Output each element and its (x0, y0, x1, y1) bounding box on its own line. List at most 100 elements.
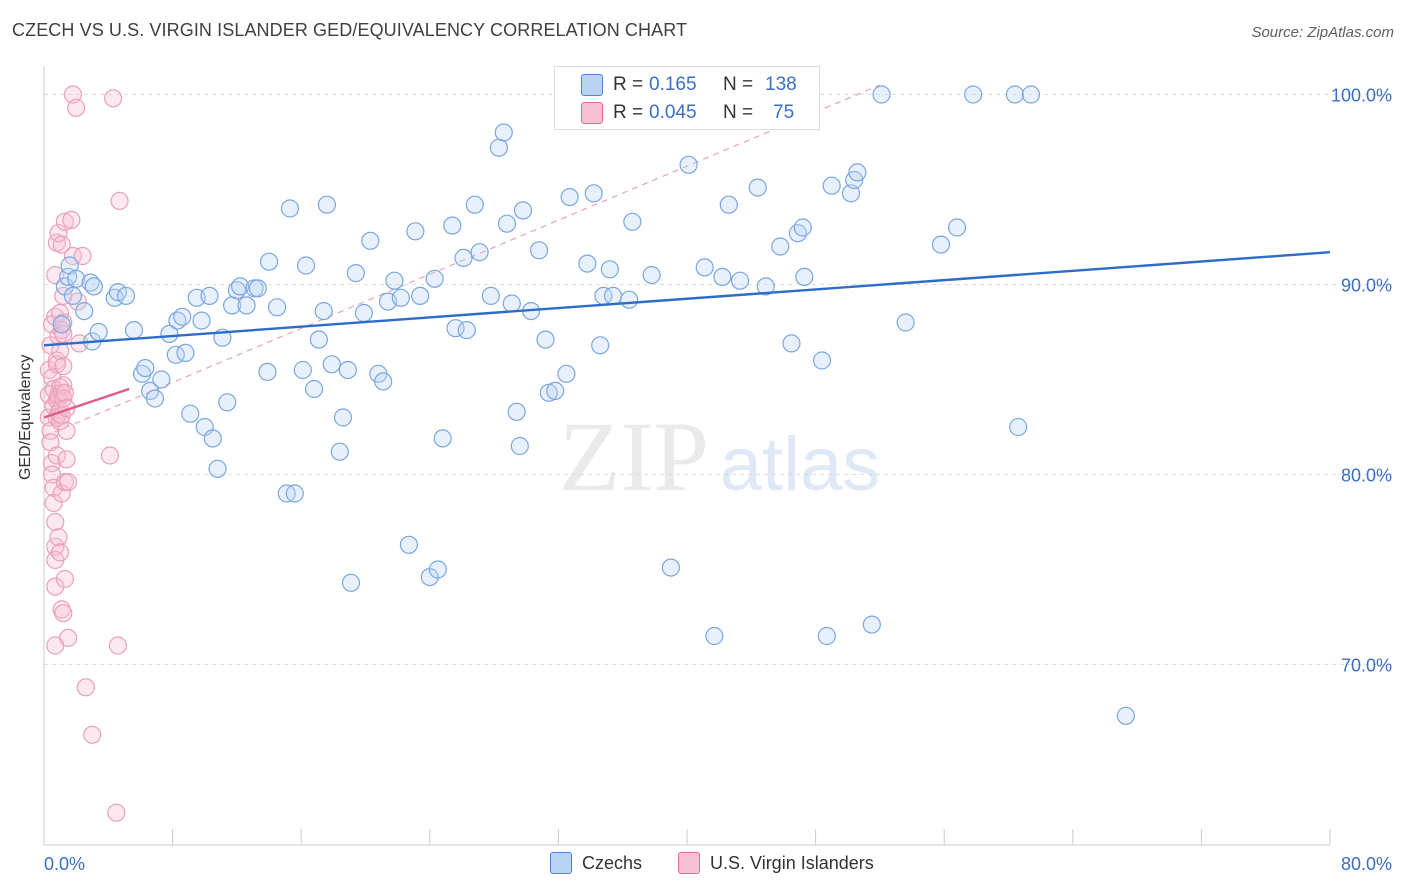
point-czechs (661, 558, 681, 577)
point-czechs (1009, 417, 1028, 437)
point-virgin-islanders (46, 537, 65, 556)
legend-item-czechs[interactable]: Czechs (550, 852, 642, 874)
point-czechs (536, 330, 555, 349)
point-czechs (145, 389, 165, 408)
point-czechs (1021, 85, 1041, 104)
point-czechs (258, 362, 277, 381)
point-virgin-islanders (46, 577, 65, 596)
point-czechs (176, 343, 195, 362)
point-czechs (52, 315, 71, 334)
point-czechs (494, 123, 513, 142)
point-czechs (361, 231, 380, 250)
point-czechs (267, 298, 287, 317)
point-virgin-islanders (50, 543, 70, 562)
point-czechs (964, 85, 983, 104)
point-czechs (481, 286, 500, 305)
point-czechs (748, 178, 767, 197)
point-virgin-islanders (49, 528, 68, 547)
point-czechs (309, 330, 328, 349)
point-czechs (411, 286, 430, 305)
reference-dashed-line (43, 84, 881, 438)
r-value: 0.165 (649, 74, 697, 95)
point-czechs (730, 271, 750, 290)
point-czechs (296, 256, 316, 275)
point-czechs (603, 286, 623, 305)
n-label: N = (723, 74, 754, 95)
point-virgin-islanders (67, 98, 86, 117)
x-tick-label: 0.0% (44, 854, 85, 874)
point-czechs (771, 237, 790, 256)
point-czechs (591, 336, 610, 355)
point-virgin-islanders (52, 235, 71, 254)
y-tick-label: 90.0% (1341, 276, 1392, 296)
point-czechs (862, 615, 881, 634)
point-czechs (822, 176, 841, 195)
point-czechs (788, 224, 808, 243)
point-virgin-islanders (107, 803, 126, 822)
point-czechs (695, 258, 714, 277)
point-czechs (67, 269, 86, 288)
point-virgin-islanders (73, 246, 92, 266)
point-czechs (560, 188, 579, 207)
y-tick-label: 100.0% (1331, 86, 1392, 106)
trendline-virgin-islanders (43, 387, 130, 419)
point-czechs (124, 321, 144, 340)
bottom-legend: Czechs U.S. Virgin Islanders (0, 852, 1406, 878)
point-virgin-islanders (110, 191, 129, 210)
stats-row-virgin-islanders: R = 0.045 N = 75 (555, 99, 819, 127)
point-virgin-islanders (83, 725, 102, 744)
point-czechs (578, 254, 597, 273)
point-virgin-islanders (108, 636, 128, 655)
legend-item-virgin-islanders[interactable]: U.S. Virgin Islanders (678, 852, 874, 874)
point-virgin-islanders (47, 446, 66, 465)
point-virgin-islanders (59, 473, 78, 492)
point-czechs (457, 321, 476, 340)
point-czechs (931, 235, 951, 254)
point-czechs (817, 626, 836, 646)
watermark-zip: ZIP (559, 401, 709, 512)
point-czechs (63, 286, 83, 305)
point-virgin-islanders (55, 383, 74, 402)
point-czechs (539, 383, 558, 402)
point-czechs (354, 303, 373, 323)
point-czechs (208, 459, 227, 478)
point-czechs (346, 264, 365, 283)
point-czechs (507, 402, 526, 421)
point-czechs (896, 313, 915, 332)
point-czechs (406, 222, 425, 241)
pink-swatch-icon (678, 852, 700, 874)
point-czechs (203, 429, 222, 448)
point-czechs (89, 322, 108, 342)
point-czechs (584, 184, 603, 203)
x-tick-label: 80.0% (1341, 854, 1392, 874)
point-virgin-islanders (57, 421, 76, 440)
point-czechs (502, 294, 521, 313)
y-tick-label: 70.0% (1341, 656, 1392, 676)
r-label: R = (613, 74, 644, 95)
point-czechs (105, 288, 124, 307)
point-czechs (136, 359, 155, 378)
point-czechs (510, 436, 529, 456)
point-czechs (385, 271, 404, 290)
point-virgin-islanders (68, 292, 87, 311)
point-virgin-islanders (62, 210, 81, 229)
point-czechs (181, 404, 200, 423)
trendline-czechs (43, 251, 1331, 347)
point-czechs (314, 302, 333, 321)
point-czechs (399, 535, 419, 554)
point-czechs (333, 408, 353, 427)
point-czechs (446, 319, 465, 338)
n-value: 75 (773, 102, 795, 123)
point-czechs (374, 372, 393, 391)
watermark-atlas: atlas (720, 422, 881, 507)
point-czechs (1116, 706, 1135, 725)
blue-swatch-icon (550, 852, 572, 874)
point-virgin-islanders (57, 450, 76, 469)
point-czechs (173, 307, 192, 326)
point-virgin-islanders (104, 89, 123, 108)
point-czechs (872, 85, 891, 104)
legend-label: Czechs (582, 852, 643, 873)
point-czechs (600, 260, 619, 279)
point-virgin-islanders (49, 224, 68, 243)
stats-row-czechs: R = 0.165 N = 138 (555, 71, 819, 99)
